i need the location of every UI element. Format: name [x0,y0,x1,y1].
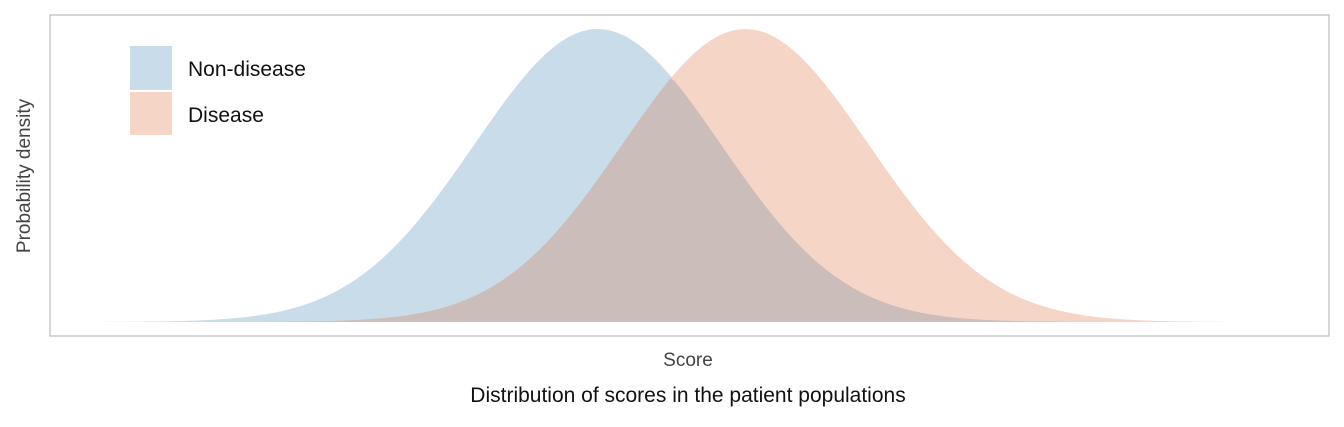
series-areas [105,29,1275,323]
density-overlap-area [105,78,1275,323]
chart-title: Distribution of scores in the patient po… [470,384,905,407]
legend: Non-disease Disease [130,46,306,135]
y-axis-label: Probability density [14,98,35,253]
legend-label-non-disease: Non-disease [188,58,306,81]
legend-label-disease: Disease [188,104,264,127]
legend-swatch-non-disease [130,46,172,90]
legend-swatch-disease [130,92,172,135]
x-axis-label: Score [663,350,713,371]
